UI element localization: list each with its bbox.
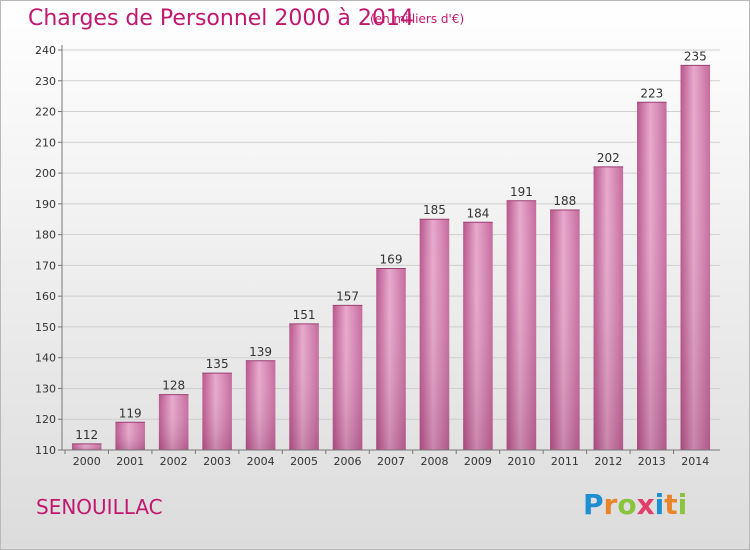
bar-shade [202, 373, 232, 450]
y-tick-label: 220 [35, 106, 56, 119]
y-tick-label: 120 [35, 413, 56, 426]
bar-shade [506, 200, 537, 450]
x-tick-label: 2005 [290, 455, 318, 468]
bar-value-label: 157 [336, 289, 359, 303]
bar-shade [419, 219, 450, 450]
bar-shade [289, 323, 319, 450]
bar-value-label: 185 [423, 203, 446, 217]
logo-letter: i [654, 488, 665, 521]
bar-value-label: 223 [640, 86, 663, 100]
bar-value-label: 235 [684, 49, 707, 63]
bar-shade [463, 222, 493, 450]
bar-shade [376, 268, 406, 450]
logo-letter: r [603, 488, 618, 521]
commune-name: SENOUILLAC [36, 495, 163, 519]
y-tick-label: 180 [35, 229, 56, 242]
bar-shade [158, 394, 189, 450]
x-tick-label: 2013 [638, 455, 666, 468]
x-tick-label: 2000 [73, 455, 101, 468]
logo-letter: o [617, 488, 637, 521]
bar-value-label: 119 [119, 406, 142, 420]
bar-shade [550, 210, 580, 450]
bar-shade [245, 360, 276, 450]
y-tick-label: 170 [35, 259, 56, 272]
y-tick-label: 210 [35, 136, 56, 149]
x-tick-label: 2004 [247, 455, 275, 468]
y-tick-label: 130 [35, 382, 56, 395]
logo-letter: i [677, 488, 688, 521]
x-tick-label: 2014 [681, 455, 709, 468]
x-tick-label: 2003 [203, 455, 231, 468]
bar-shade [71, 443, 102, 450]
bar-value-label: 169 [380, 252, 403, 266]
bar-value-label: 202 [597, 151, 620, 165]
x-tick-label: 2006 [334, 455, 362, 468]
x-tick-label: 2009 [464, 455, 492, 468]
bar-shade [680, 65, 711, 450]
logo-letter: t [664, 488, 678, 521]
y-tick-label: 110 [35, 444, 56, 457]
y-tick-label: 190 [35, 198, 56, 211]
x-tick-label: 2007 [377, 455, 405, 468]
x-tick-label: 2008 [420, 455, 448, 468]
y-tick-label: 240 [35, 44, 56, 57]
bar-shade [332, 305, 363, 450]
x-tick-label: 2012 [594, 455, 622, 468]
bar-value-label: 188 [553, 194, 576, 208]
x-tick-label: 2001 [116, 455, 144, 468]
proxiti-logo: Proxiti [583, 488, 687, 521]
bar-value-label: 139 [249, 345, 272, 359]
bars-layer: 112 119 128 135 139 151 157 169 185 184 191 188 202 2… [71, 49, 711, 451]
bar-shade [593, 166, 624, 450]
y-tick-label: 150 [35, 321, 56, 334]
bar-shade [637, 102, 667, 451]
y-tick-label: 230 [35, 75, 56, 88]
chart-subtitle: (en milliers d'€) [370, 12, 465, 26]
bar-value-label: 112 [75, 428, 98, 442]
bar-value-label: 151 [293, 308, 316, 322]
logo-letter: x [636, 488, 655, 521]
axis-layer: 110 120 130 140 150 160 170 180 190 200 210 220 230 2… [35, 44, 720, 468]
bar-shade [115, 422, 145, 450]
chart-title: Charges de Personnel 2000 à 2014 [28, 6, 414, 31]
logo-letter: P [583, 488, 604, 521]
y-tick-label: 160 [35, 290, 56, 303]
y-tick-label: 200 [35, 167, 56, 180]
x-tick-label: 2002 [160, 455, 188, 468]
x-tick-label: 2011 [551, 455, 579, 468]
bar-value-label: 191 [510, 185, 533, 199]
x-tick-label: 2010 [507, 455, 535, 468]
bar-value-label: 184 [466, 206, 489, 220]
y-tick-label: 140 [35, 352, 56, 365]
bar-value-label: 135 [206, 357, 229, 371]
bar-value-label: 128 [162, 379, 185, 393]
